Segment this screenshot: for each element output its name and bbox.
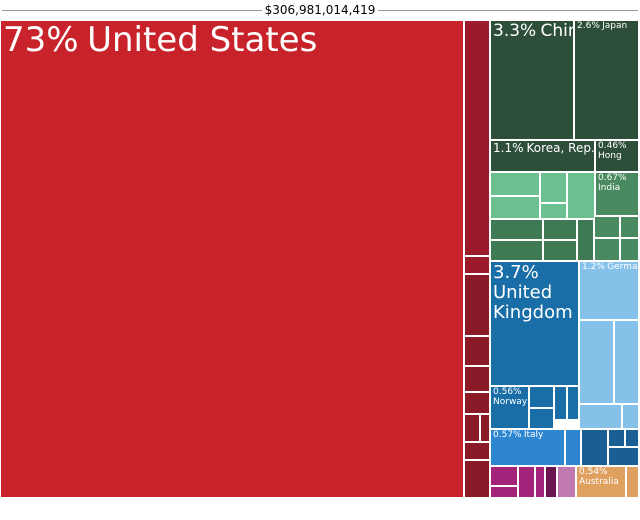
- tile: [620, 238, 639, 261]
- tile: [622, 404, 639, 429]
- tile: [554, 386, 567, 420]
- rule: [378, 10, 638, 11]
- header: $306,981,014,419: [0, 0, 640, 20]
- tile: [490, 240, 543, 261]
- category-label: United Kingdom: [493, 281, 573, 323]
- tile: [577, 219, 594, 261]
- total-label: $306,981,014,419: [264, 3, 376, 17]
- value-label: 2.6%: [577, 21, 600, 31]
- tile: [535, 466, 545, 498]
- value-label: 0.54%: [579, 467, 608, 477]
- tile: [567, 386, 579, 420]
- tile: [464, 414, 480, 442]
- tile: [567, 172, 595, 219]
- value-label: 1.1%: [493, 141, 524, 155]
- category-label: United States: [87, 20, 318, 60]
- value-label: 0.46%: [598, 141, 627, 151]
- tile: [529, 386, 554, 408]
- tile: [464, 20, 490, 256]
- category-label: Australia: [579, 476, 619, 487]
- tile: [543, 240, 577, 261]
- value-label: 0.56%: [493, 387, 522, 397]
- tile: [480, 414, 490, 442]
- tile: 0.46% Hong: [595, 140, 639, 172]
- tile: [620, 216, 639, 238]
- tile: 0.54% Australia: [576, 466, 626, 498]
- tile: [594, 216, 620, 238]
- category-label: Korea, Rep.: [526, 141, 595, 155]
- value-label: 73%: [3, 20, 79, 60]
- category-label: Italy: [523, 430, 544, 440]
- tile: 0.67% India: [595, 172, 639, 216]
- tile: [464, 460, 490, 498]
- value-label: 3.7%: [493, 262, 539, 283]
- tile: 3.7% United Kingdom: [490, 261, 579, 386]
- tile: [490, 219, 543, 240]
- category-label: India: [598, 182, 621, 193]
- tile: [540, 203, 567, 219]
- tile: [490, 172, 540, 196]
- category-label: Norway: [493, 396, 528, 407]
- tile: [518, 466, 535, 498]
- tile: [529, 408, 554, 429]
- tile: [579, 404, 622, 429]
- tile: [625, 429, 639, 447]
- tile: [614, 320, 639, 404]
- tile: [543, 219, 577, 240]
- tile: [557, 466, 576, 498]
- tile: [581, 429, 608, 466]
- category-label: Japan: [602, 21, 628, 31]
- tile: 1.2%Germany: [579, 261, 639, 320]
- tile: [490, 196, 540, 219]
- tile: [540, 172, 567, 203]
- tile: [579, 320, 614, 404]
- tile: [626, 466, 639, 498]
- tile: [464, 366, 490, 392]
- tile: [464, 256, 490, 274]
- tile: 0.57% Italy: [490, 429, 565, 466]
- tile: [464, 442, 490, 460]
- tile: [565, 429, 581, 466]
- tile: [608, 429, 625, 447]
- tile: 73% United States: [0, 20, 464, 498]
- value-label: 1.2%: [582, 262, 605, 272]
- value-label: 0.67%: [598, 173, 627, 183]
- category-label: Germany: [607, 262, 638, 272]
- tile: [490, 486, 518, 498]
- value-label: 3.3%: [493, 21, 537, 41]
- tile: [490, 466, 518, 486]
- category-label: China: [540, 21, 573, 41]
- tile: [464, 336, 490, 366]
- tile: 2.6% Japan: [574, 20, 639, 140]
- tile: [464, 392, 490, 414]
- tile: 3.3%China: [490, 20, 574, 140]
- value-label: 0.57%: [493, 430, 522, 440]
- tile: [545, 466, 557, 498]
- tile: 0.56% Norway: [490, 386, 529, 429]
- tile: [608, 447, 639, 466]
- tile: [594, 238, 620, 261]
- category-label: Hong: [598, 150, 622, 161]
- tile: 1.1% Korea, Rep.: [490, 140, 595, 172]
- tile: [464, 274, 490, 336]
- rule: [2, 10, 262, 11]
